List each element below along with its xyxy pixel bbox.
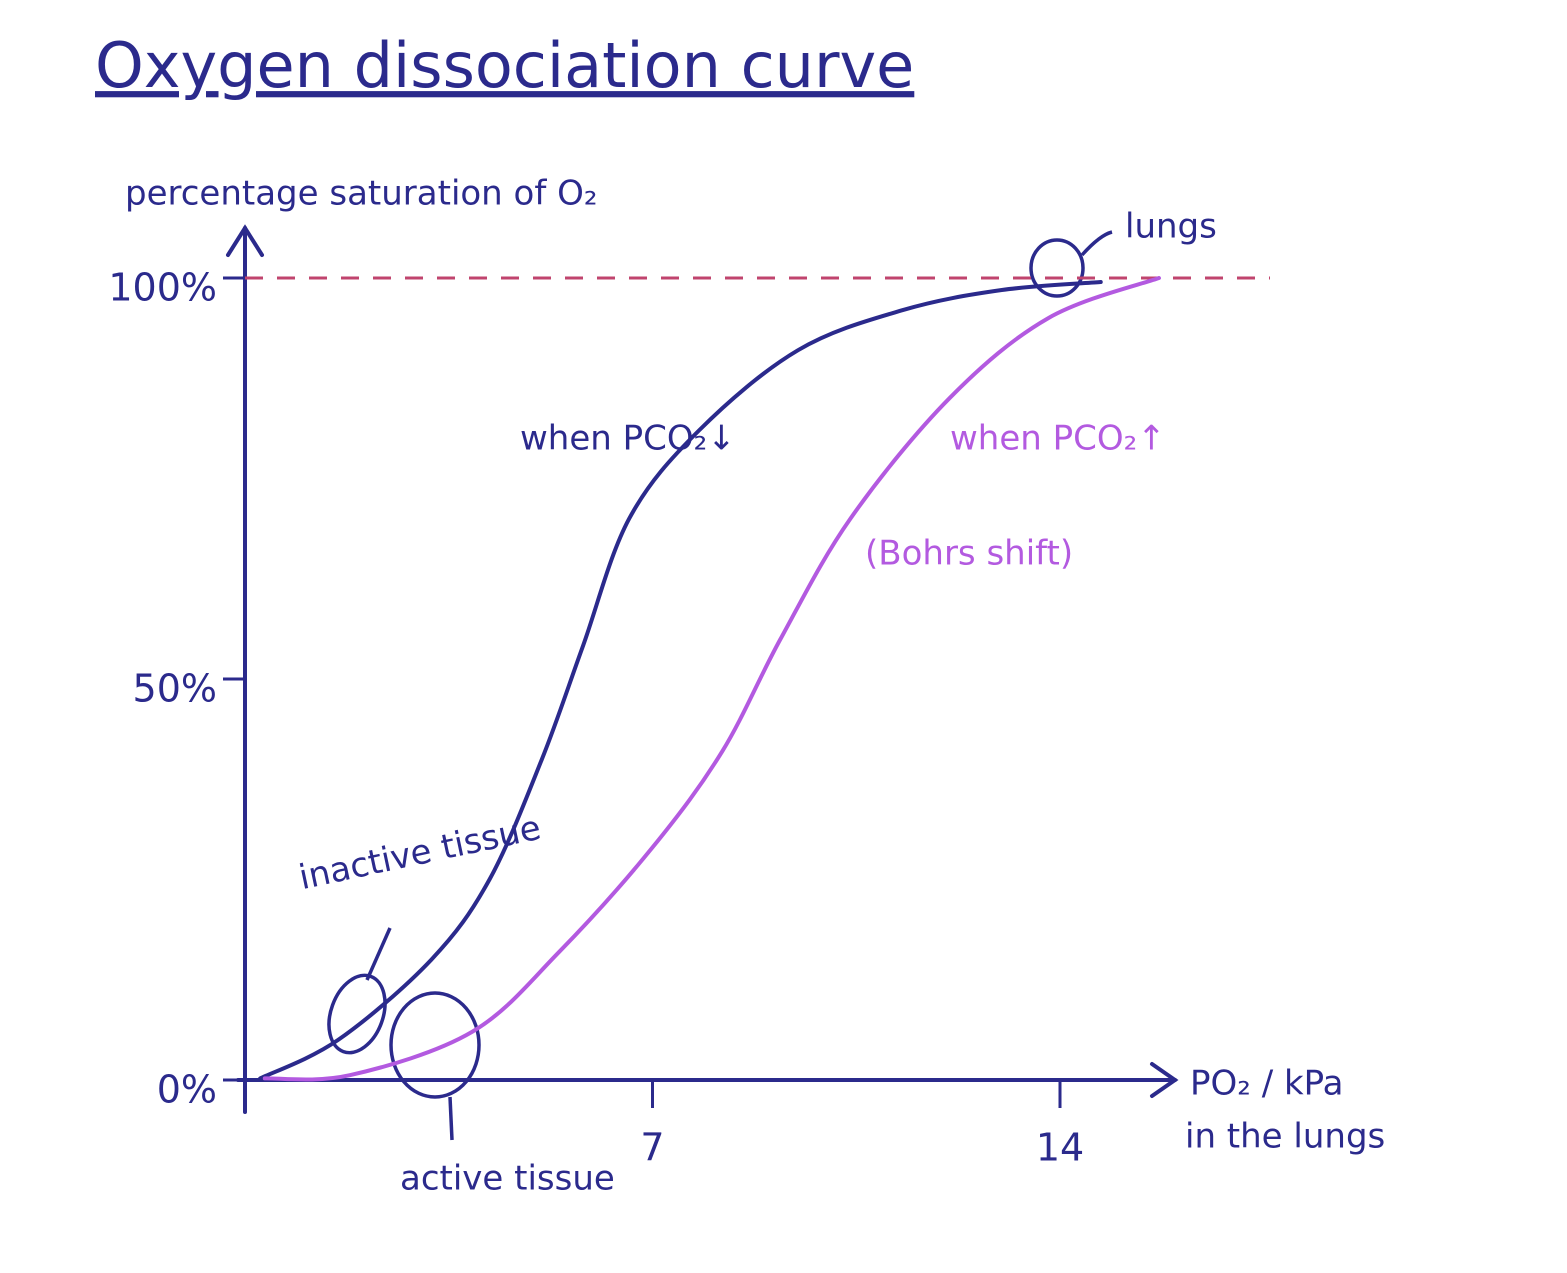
legend-label: when PCO₂↓ bbox=[520, 419, 736, 459]
annotation: active tissue bbox=[400, 1159, 615, 1199]
annotation: lungs bbox=[1125, 207, 1217, 247]
x-axis-label: in the lungs bbox=[1185, 1117, 1385, 1157]
legend-label: when PCO₂↑ bbox=[950, 419, 1166, 459]
line-series bbox=[262, 276, 1161, 1082]
annotation: (Bohrs shift) bbox=[865, 534, 1073, 574]
y-tick-label: 0% bbox=[157, 1068, 217, 1112]
x-tick-label: 7 bbox=[640, 1126, 664, 1170]
line-series bbox=[258, 280, 1103, 1081]
x-tick-label: 14 bbox=[1036, 1126, 1084, 1170]
chart-title: Oxygen dissociation curve bbox=[95, 29, 914, 102]
x-axis-label: PO₂ / kPa bbox=[1190, 1064, 1343, 1104]
axes bbox=[226, 224, 1179, 1114]
y-tick-label: 100% bbox=[108, 266, 217, 310]
annotation: inactive tissue bbox=[296, 808, 545, 898]
annotation-marks bbox=[327, 230, 1113, 1141]
y-tick-label: 50% bbox=[133, 667, 217, 711]
y-axis-label: percentage saturation of O₂ bbox=[125, 174, 598, 214]
